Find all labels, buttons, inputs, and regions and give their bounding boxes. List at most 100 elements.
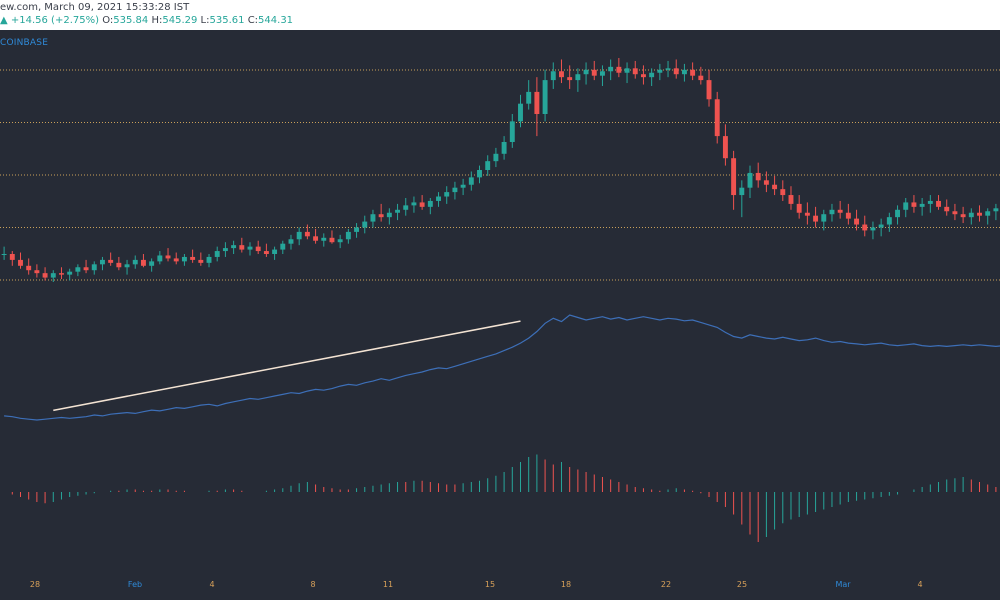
candle-body bbox=[222, 248, 228, 252]
candle-body bbox=[534, 91, 540, 114]
candle-body bbox=[501, 142, 507, 154]
candle-body bbox=[919, 203, 925, 207]
candle-body bbox=[640, 74, 646, 78]
candle-body bbox=[140, 259, 146, 266]
candle-body bbox=[50, 273, 56, 278]
candle-body bbox=[354, 227, 360, 232]
candle-body bbox=[649, 72, 655, 78]
candle-body bbox=[690, 69, 696, 76]
candle-body bbox=[395, 209, 400, 213]
candle-body bbox=[903, 202, 909, 210]
candle-body bbox=[731, 158, 737, 196]
indicator-line bbox=[4, 314, 1000, 421]
price-change: ▲ +14.56 (+2.75%) bbox=[0, 15, 100, 26]
candle-body bbox=[34, 270, 40, 274]
candle-body bbox=[124, 264, 130, 268]
open-label: O: bbox=[102, 15, 114, 26]
candle-body bbox=[559, 71, 564, 78]
candle-body bbox=[181, 256, 187, 262]
candle-body bbox=[149, 261, 155, 266]
candle-body bbox=[755, 172, 761, 181]
candle-body bbox=[870, 227, 876, 231]
candle-body bbox=[681, 69, 687, 75]
candle-body bbox=[91, 264, 97, 271]
close-label: C: bbox=[247, 15, 259, 26]
candle-body bbox=[370, 214, 376, 222]
candle-body bbox=[518, 103, 523, 122]
candle-body bbox=[616, 66, 622, 73]
candle-body bbox=[280, 243, 286, 250]
x-tick-label: 15 bbox=[484, 580, 496, 589]
candle-body bbox=[272, 249, 278, 254]
high-label: H: bbox=[151, 15, 163, 26]
candle-body bbox=[673, 68, 679, 75]
x-tick-label: 11 bbox=[382, 580, 394, 589]
candle-body bbox=[288, 239, 294, 244]
candle-body bbox=[42, 273, 48, 278]
candle-body bbox=[427, 200, 433, 207]
x-tick-label: 4 bbox=[917, 580, 923, 589]
candle-body bbox=[321, 237, 327, 241]
candle-body bbox=[526, 91, 532, 104]
candle-body bbox=[575, 74, 581, 81]
candle-body bbox=[329, 237, 335, 243]
candle-body bbox=[960, 214, 966, 218]
candle-body bbox=[862, 224, 868, 231]
x-tick-label: Mar bbox=[835, 580, 851, 589]
candle-body bbox=[108, 259, 114, 263]
candle-body bbox=[944, 206, 950, 212]
candle-body bbox=[100, 259, 105, 265]
candle-body bbox=[263, 251, 269, 254]
candle-body bbox=[985, 211, 991, 216]
candle-body bbox=[190, 256, 196, 260]
candle-body bbox=[968, 212, 974, 218]
candle-body bbox=[911, 202, 917, 207]
close-value: 544.31 bbox=[258, 15, 294, 26]
x-tick-label: 25 bbox=[736, 580, 748, 589]
candle-body bbox=[977, 212, 982, 216]
candle-body bbox=[665, 68, 671, 70]
candle-body bbox=[993, 208, 999, 212]
candle-body bbox=[378, 214, 384, 218]
candle-body bbox=[206, 256, 212, 263]
candle-body bbox=[722, 136, 728, 159]
candle-body bbox=[26, 265, 32, 271]
candle-body bbox=[550, 71, 556, 81]
candle-body bbox=[386, 212, 392, 218]
candle-body bbox=[419, 202, 425, 207]
candle-body bbox=[345, 231, 351, 240]
x-tick-label: 18 bbox=[560, 580, 572, 589]
candle-body bbox=[313, 236, 319, 241]
candle-body bbox=[9, 254, 15, 260]
x-tick-label: 22 bbox=[660, 580, 672, 589]
chart-canvas[interactable]: COINBASE bbox=[0, 30, 1000, 575]
candle-body bbox=[411, 202, 417, 206]
x-tick-label: 8 bbox=[310, 580, 316, 589]
candle-body bbox=[157, 255, 163, 262]
candle-body bbox=[788, 195, 794, 204]
candle-body bbox=[83, 267, 89, 271]
candle-body bbox=[878, 224, 884, 228]
candle-body bbox=[739, 187, 745, 196]
candle-body bbox=[214, 251, 220, 257]
candle-body bbox=[173, 258, 179, 262]
candle-body bbox=[304, 231, 310, 237]
candle-body bbox=[714, 99, 720, 137]
candle-body bbox=[337, 239, 343, 243]
candle-body bbox=[403, 205, 409, 210]
candle-body bbox=[542, 80, 548, 114]
candle-body bbox=[837, 209, 843, 213]
candle-body bbox=[436, 196, 441, 201]
candle-body bbox=[796, 203, 802, 213]
candle-body bbox=[460, 184, 466, 188]
candle-body bbox=[706, 80, 712, 100]
candle-body bbox=[895, 209, 900, 218]
candle-body bbox=[829, 209, 835, 215]
x-tick-label: Feb bbox=[127, 580, 143, 589]
candle-body bbox=[780, 189, 786, 196]
candle-body bbox=[59, 273, 64, 275]
candle-body bbox=[296, 231, 302, 240]
candle-body bbox=[132, 259, 138, 265]
candle-body bbox=[772, 184, 778, 190]
candle-body bbox=[444, 192, 450, 197]
